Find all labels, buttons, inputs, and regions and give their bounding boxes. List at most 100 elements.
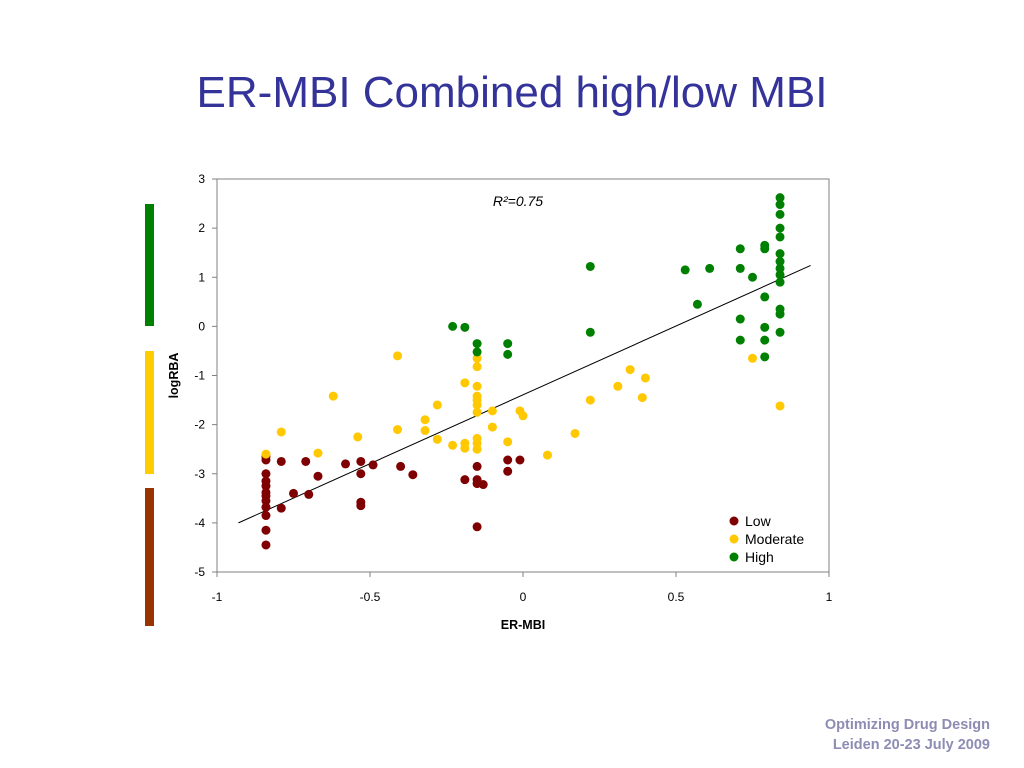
plot-area-frame (216, 178, 830, 573)
data-point-moderate (276, 427, 286, 437)
data-point-moderate (542, 450, 552, 460)
data-point-high (680, 265, 690, 275)
data-point-high (735, 335, 745, 345)
data-point-low (261, 540, 271, 550)
x-tick-label: -1 (212, 590, 223, 604)
data-point-low (503, 455, 513, 465)
data-point-high (775, 232, 785, 242)
data-point-low (313, 471, 323, 481)
data-point-moderate (775, 401, 785, 411)
data-point-high (775, 200, 785, 210)
category-bar-high (145, 203, 154, 327)
legend-marker-high (729, 552, 739, 562)
footer-event-name: Optimizing Drug Design (824, 717, 990, 733)
data-point-low (478, 480, 488, 490)
y-tick-label: 1 (198, 270, 205, 284)
data-point-high (775, 223, 785, 233)
data-point-low (276, 503, 286, 513)
data-point-moderate (613, 381, 623, 391)
footer: Optimizing Drug Design Leiden 20-23 July… (825, 715, 990, 755)
data-point-moderate (432, 400, 442, 410)
data-point-moderate (313, 448, 323, 458)
category-bar-low (145, 488, 154, 627)
data-point-low (261, 496, 271, 506)
data-point-moderate (487, 406, 497, 416)
r-squared-annotation: R²=0.75 (493, 193, 543, 209)
data-point-high (775, 257, 785, 267)
data-point-moderate (585, 395, 595, 405)
x-tick-label: 0.5 (668, 590, 685, 604)
data-point-moderate (261, 449, 271, 459)
data-point-low (261, 481, 271, 491)
data-point-moderate (472, 407, 482, 417)
data-point-low (368, 460, 378, 470)
data-point-high (692, 299, 702, 309)
legend-label-low: Low (745, 513, 772, 529)
x-tick-label: 0 (520, 590, 527, 604)
data-point-moderate (518, 411, 528, 421)
legend-label-high: High (745, 549, 774, 565)
category-bar-moderate (145, 350, 154, 474)
data-point-low (515, 455, 525, 465)
data-point-high (775, 263, 785, 273)
data-point-high (760, 322, 770, 332)
data-point-low (356, 456, 366, 466)
data-point-low (261, 469, 271, 479)
data-point-moderate (472, 444, 482, 454)
data-point-moderate (503, 437, 513, 447)
data-point-high (585, 327, 595, 337)
data-point-moderate (353, 432, 363, 442)
data-point-moderate (393, 351, 403, 361)
data-point-high (775, 209, 785, 219)
data-point-high (775, 193, 785, 203)
y-tick-label: 0 (198, 319, 205, 333)
data-point-low (289, 488, 298, 498)
data-point-moderate (328, 391, 338, 401)
data-point-moderate (420, 415, 430, 425)
y-axis-title: logRBA (167, 353, 181, 399)
data-point-high (448, 321, 458, 331)
trendline (238, 265, 811, 524)
data-point-low (460, 475, 470, 485)
data-point-high (760, 335, 770, 345)
x-axis-title: ER-MBI (501, 618, 545, 632)
data-point-low (503, 466, 513, 476)
data-point-high (460, 322, 470, 332)
data-point-moderate (487, 422, 497, 432)
y-tick-label: -5 (194, 565, 205, 579)
data-point-low (396, 461, 406, 471)
data-point-high (735, 263, 745, 273)
data-point-moderate (460, 378, 470, 388)
data-point-high (760, 292, 770, 302)
data-point-moderate (420, 426, 430, 436)
data-point-high (775, 327, 785, 337)
y-tick-label: -2 (194, 418, 205, 432)
data-point-high (748, 272, 757, 282)
data-point-high (760, 352, 770, 362)
data-point-high (735, 244, 745, 254)
legend-label-moderate: Moderate (745, 531, 804, 547)
data-point-low (356, 469, 366, 479)
data-point-high (775, 309, 785, 319)
data-point-moderate (393, 425, 403, 435)
data-point-high (705, 263, 715, 273)
data-point-moderate (460, 443, 470, 453)
data-point-high (503, 339, 513, 349)
data-point-moderate (748, 353, 757, 363)
data-point-high (735, 314, 745, 324)
footer-event-date: Leiden 20-23 July 2009 (832, 737, 990, 753)
data-point-moderate (637, 393, 647, 403)
data-point-low (261, 502, 271, 512)
data-point-moderate (640, 373, 650, 383)
x-tick-label: 1 (826, 590, 833, 604)
data-point-low (472, 461, 482, 471)
data-point-high (472, 339, 482, 349)
data-point-low (261, 525, 271, 535)
slide-title: ER-MBI Combined high/low MBI (196, 68, 828, 117)
data-point-high (760, 244, 770, 254)
data-point-low (356, 501, 366, 511)
data-point-low (341, 459, 351, 469)
data-point-moderate (625, 365, 635, 375)
data-point-moderate (472, 381, 482, 391)
